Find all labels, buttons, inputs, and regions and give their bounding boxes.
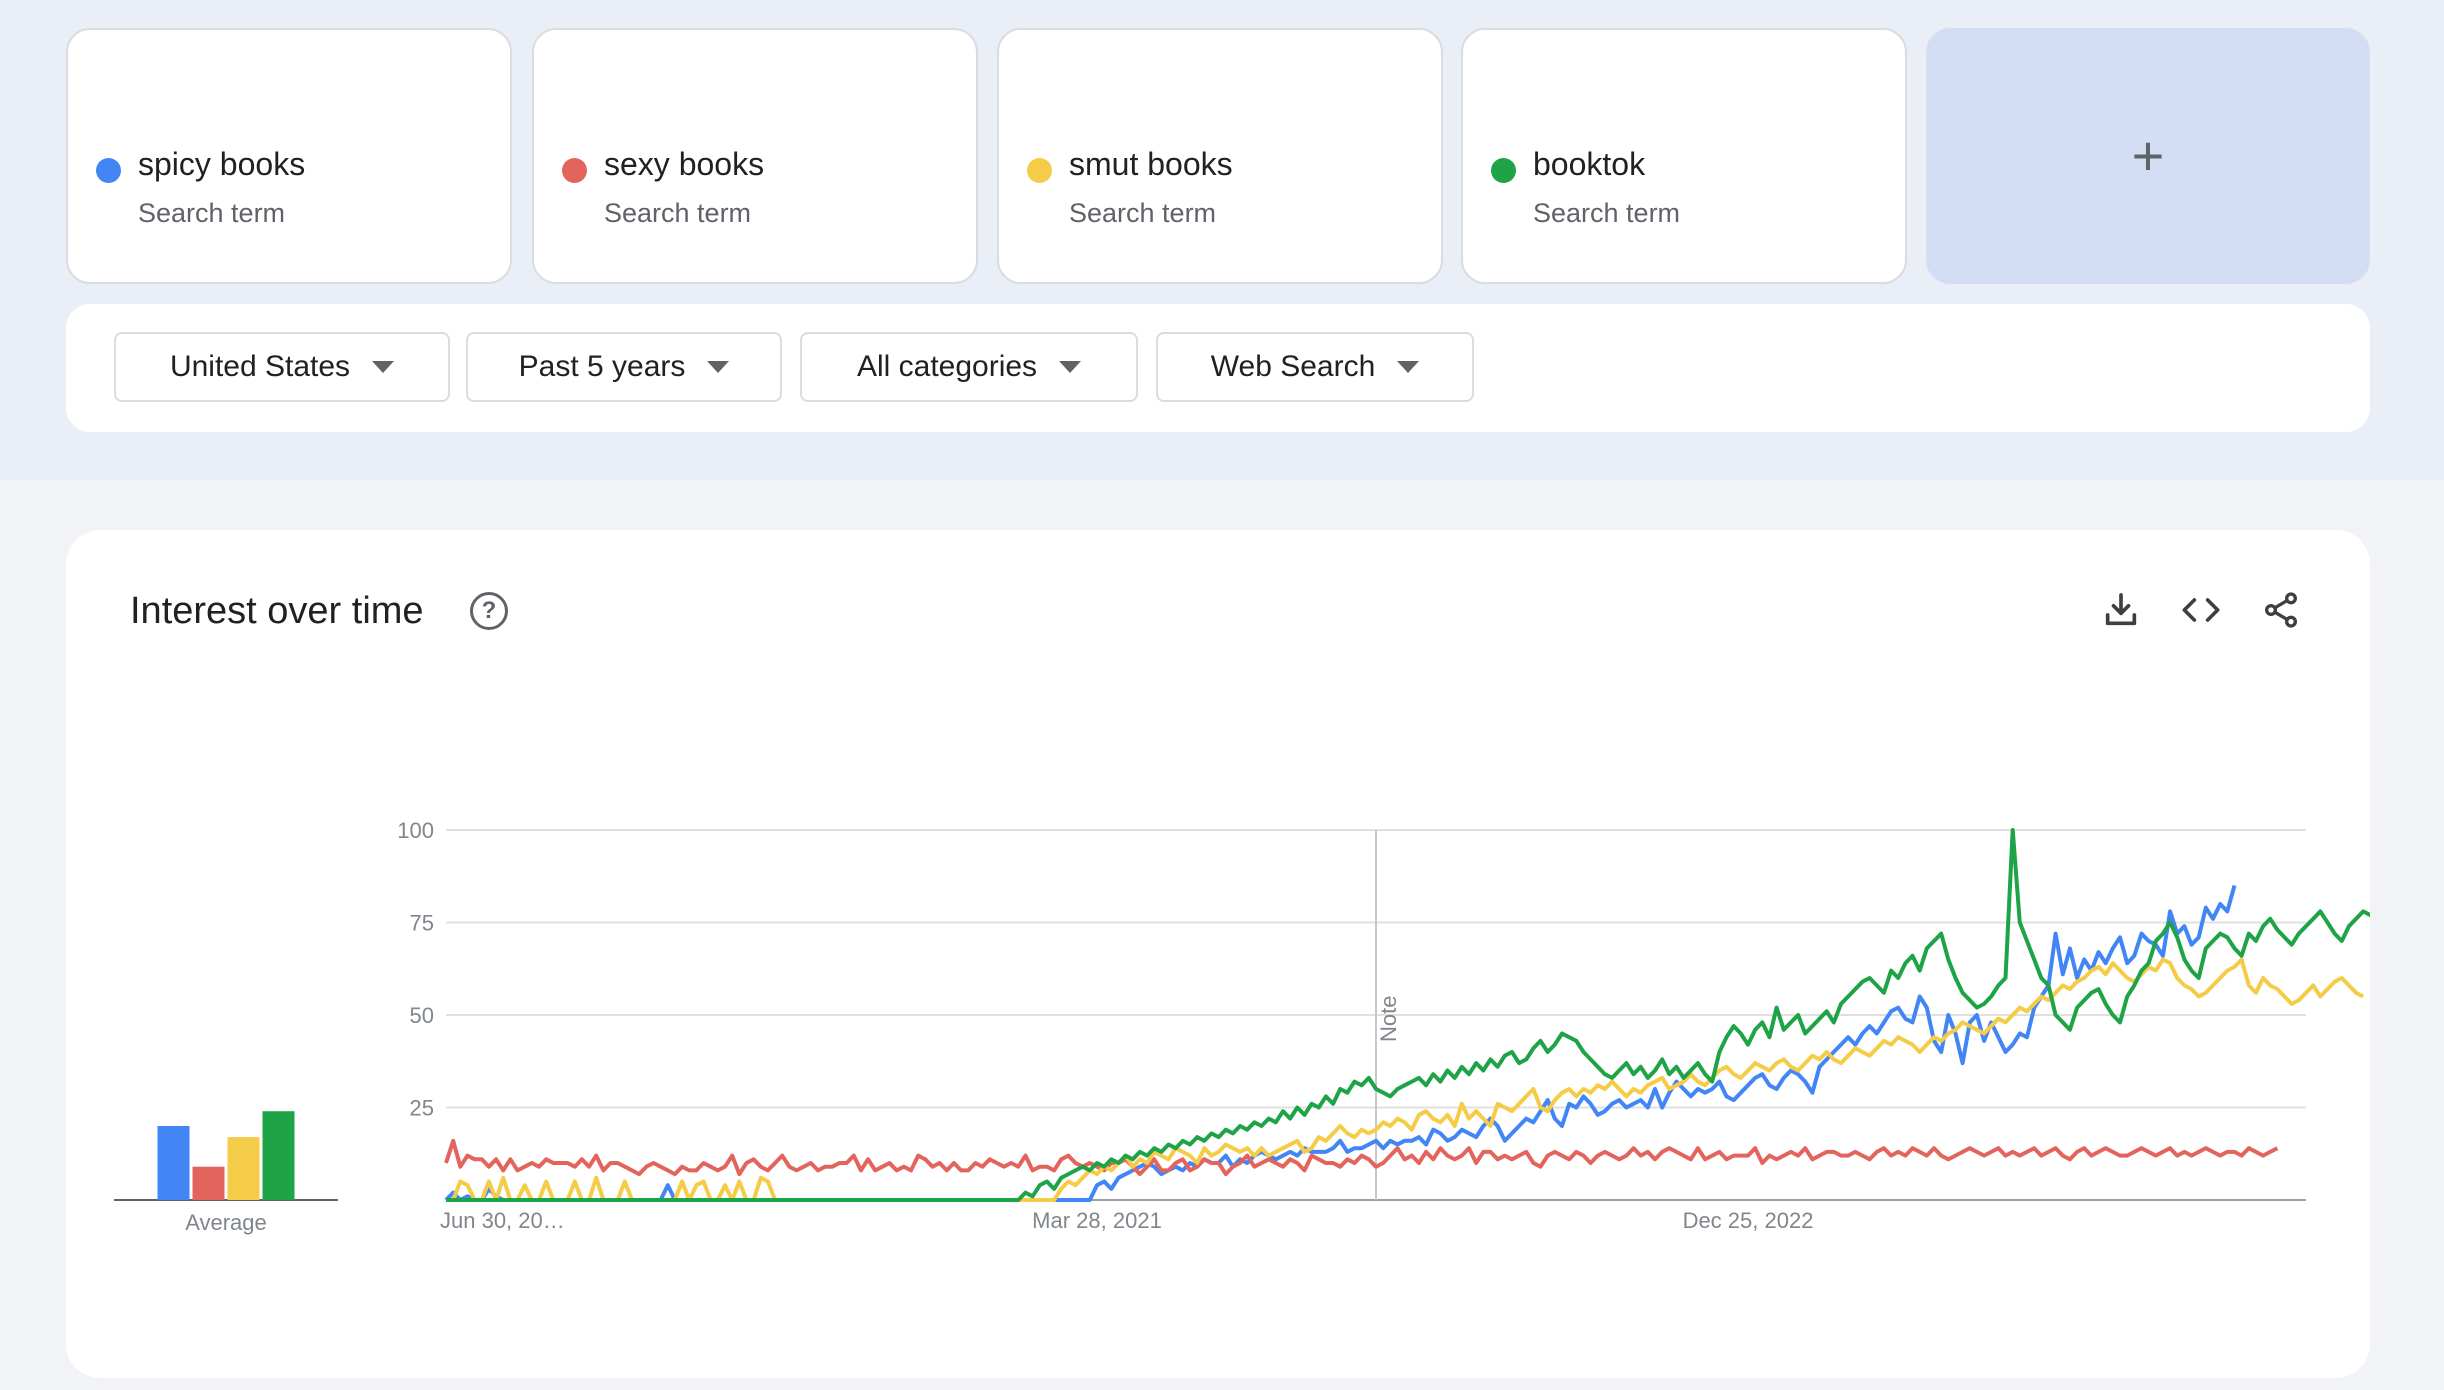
term-type: Search term	[138, 198, 286, 228]
add-term-button[interactable]: +	[1926, 28, 2370, 284]
series-color-dot	[1027, 158, 1052, 183]
average-bar	[157, 1126, 190, 1200]
time-range-value: Past 5 years	[518, 350, 686, 383]
series-color-dot	[1491, 158, 1516, 183]
average-bar	[227, 1137, 260, 1200]
average-bar	[262, 1111, 295, 1200]
series-line-sexy-books	[444, 1138, 2279, 1177]
y-tick-label: 50	[410, 1003, 434, 1028]
share-icon[interactable]	[2261, 590, 2301, 630]
time-range-dropdown[interactable]: Past 5 years	[466, 332, 782, 402]
interest-over-time-panel: Interest over time ? 25 50 75 100 Note Jun 30…	[66, 530, 2370, 1378]
term-name: spicy books	[138, 146, 306, 182]
download-icon[interactable]	[2101, 590, 2141, 630]
term-name: booktok	[1533, 146, 1646, 182]
region-dropdown[interactable]: United States	[114, 332, 450, 402]
y-tick-label: 100	[397, 818, 434, 843]
caret-down-icon	[1397, 361, 1420, 373]
term-name: smut books	[1069, 146, 1233, 182]
x-tick-label: Dec 25, 2022	[1683, 1208, 1814, 1233]
caret-down-icon	[372, 361, 395, 373]
series-line-smut-books	[446, 957, 2365, 1202]
interest-chart: 25 50 75 100 Note Jun 30, 20… Mar 28, 2021 Dec …	[114, 818, 2370, 1235]
term-card-booktok[interactable]: booktok Search term	[1461, 28, 1907, 284]
search-type-dropdown[interactable]: Web Search	[1156, 332, 1474, 402]
caret-down-icon	[1059, 361, 1082, 373]
filter-bar: United States Past 5 years All categorie…	[66, 304, 2370, 432]
term-name: sexy books	[604, 146, 765, 182]
term-type: Search term	[1533, 198, 1681, 228]
series-line-spicy-books	[444, 884, 2237, 1202]
x-tick-label: Mar 28, 2021	[1032, 1208, 1162, 1233]
caret-down-icon	[707, 361, 730, 373]
category-dropdown[interactable]: All categories	[800, 332, 1138, 402]
series-line-booktok	[446, 828, 2370, 1202]
category-value: All categories	[856, 350, 1038, 383]
term-type: Search term	[604, 198, 752, 228]
term-card-sexy-books[interactable]: sexy books Search term	[532, 28, 978, 284]
y-tick-label: 25	[410, 1096, 434, 1121]
series-color-dot	[96, 158, 121, 183]
help-circle-icon[interactable]: ?	[470, 592, 508, 630]
embed-code-icon[interactable]	[2181, 590, 2221, 630]
region-value: United States	[169, 350, 351, 383]
term-type: Search term	[1069, 198, 1217, 228]
panel-title: Interest over time	[130, 590, 424, 632]
y-tick-label: 75	[410, 911, 434, 936]
note-label: Note	[1376, 996, 1401, 1042]
average-bar	[192, 1166, 225, 1200]
average-label: Average	[185, 1210, 267, 1235]
x-tick-label: Jun 30, 20…	[440, 1208, 565, 1233]
series-color-dot	[562, 158, 587, 183]
plus-icon: +	[2131, 124, 2165, 187]
term-card-spicy-books[interactable]: spicy books Search term	[66, 28, 512, 284]
search-type-value: Web Search	[1210, 350, 1376, 383]
term-card-smut-books[interactable]: smut books Search term	[997, 28, 1443, 284]
